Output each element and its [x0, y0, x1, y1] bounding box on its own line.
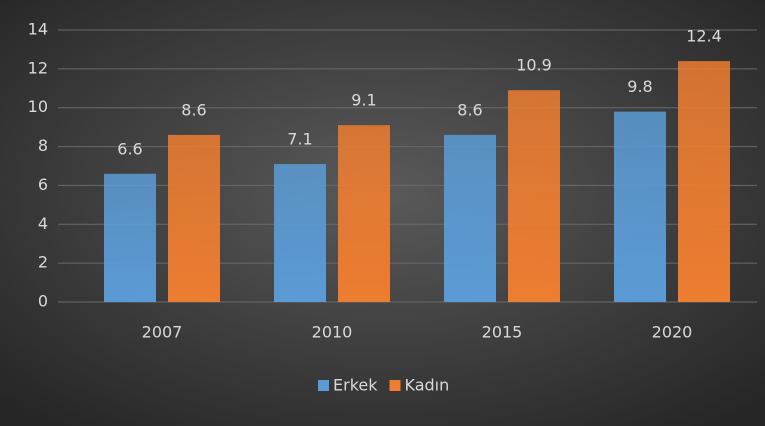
data-label: 9.8	[627, 77, 652, 96]
legend-swatch	[389, 380, 401, 391]
x-tick-label: 2007	[142, 323, 183, 342]
x-tick-label: 2020	[652, 323, 693, 342]
bar	[614, 111, 666, 302]
x-tick-label: 2010	[312, 323, 353, 342]
data-label: 7.1	[287, 130, 312, 149]
data-label: 8.6	[181, 100, 206, 119]
data-label: 6.6	[117, 139, 142, 158]
bar	[104, 173, 156, 302]
data-label: 9.1	[351, 91, 376, 110]
bar	[508, 90, 560, 302]
legend-swatch	[318, 380, 329, 391]
y-tick-label: 12	[28, 58, 48, 77]
data-label: 10.9	[516, 56, 552, 75]
bar	[168, 134, 220, 302]
y-tick-label: 6	[38, 175, 48, 194]
legend-label: Kadın	[405, 376, 450, 395]
bar	[338, 125, 390, 302]
bar	[444, 134, 496, 302]
y-tick-label: 2	[38, 253, 48, 272]
y-tick-label: 10	[28, 97, 48, 116]
data-label: 12.4	[686, 27, 722, 46]
bar	[274, 164, 326, 302]
y-tick-label: 4	[38, 214, 48, 233]
x-tick-label: 2015	[482, 323, 523, 342]
bar	[678, 61, 730, 303]
y-tick-label: 14	[28, 20, 48, 39]
data-label: 8.6	[457, 100, 482, 119]
y-tick-label: 8	[38, 136, 48, 155]
legend-label: Erkek	[333, 376, 378, 395]
y-tick-label: 0	[38, 292, 48, 311]
